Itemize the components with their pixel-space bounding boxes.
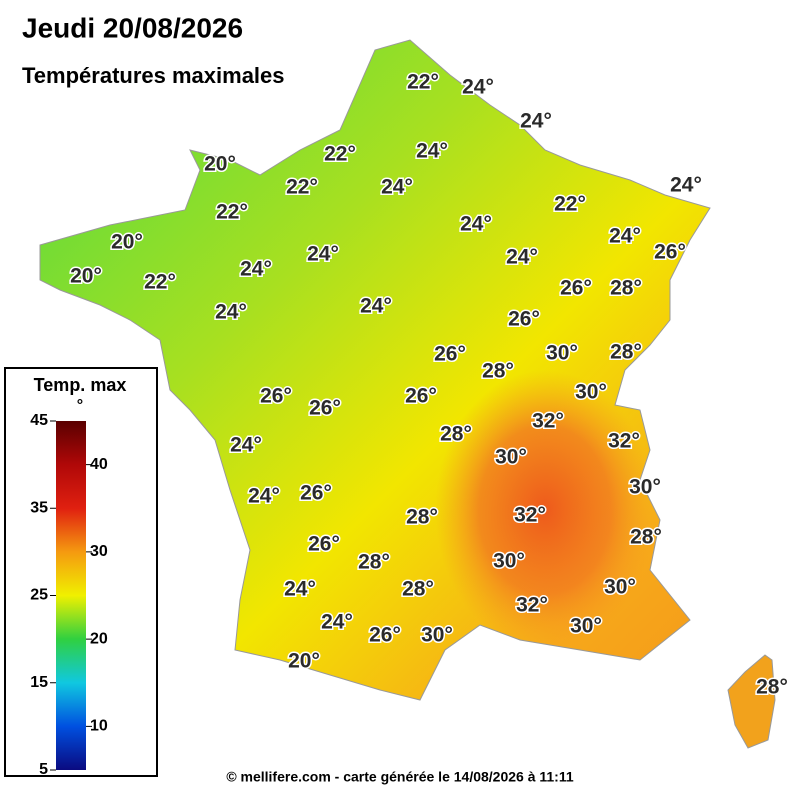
temp-label: 32° [514, 504, 546, 527]
legend: Temp. max ° 45 35 25 15 5 40 30 20 10 [4, 367, 158, 778]
temp-label: 28° [482, 360, 514, 383]
tick-label: 25 [30, 587, 48, 604]
temp-label: 24° [460, 213, 492, 236]
corsica [727, 654, 776, 749]
tick-label: 5 [39, 761, 48, 778]
temp-label: 24° [670, 174, 702, 197]
temp-label: 22° [144, 271, 176, 294]
temp-label: 26° [560, 277, 592, 300]
temp-label: 28° [756, 676, 788, 699]
temp-label: 24° [462, 76, 494, 99]
temp-label: 22° [407, 71, 439, 94]
temp-label: 20° [204, 153, 236, 176]
temp-label: 20° [111, 231, 143, 254]
temp-label: 30° [421, 624, 453, 647]
temp-label: 26° [369, 624, 401, 647]
temp-label: 24° [360, 295, 392, 318]
temp-label: 28° [610, 341, 642, 364]
legend-title: Temp. max [34, 375, 127, 395]
temp-label: 24° [284, 578, 316, 601]
temp-label: 26° [405, 385, 437, 408]
tick-label: 40 [90, 456, 108, 473]
tick-label: 10 [90, 718, 108, 735]
temp-label: 22° [286, 176, 318, 199]
temp-label: 24° [230, 434, 262, 457]
temp-label: 24° [520, 110, 552, 133]
temp-label: 30° [575, 381, 607, 404]
temp-label: 22° [324, 143, 356, 166]
temp-label: 30° [493, 550, 525, 573]
temp-label: 24° [506, 246, 538, 269]
tick-label: 30 [90, 543, 108, 560]
temp-label: 30° [604, 576, 636, 599]
temp-label: 28° [440, 423, 472, 446]
temp-label: 28° [358, 551, 390, 574]
title: Jeudi 20/08/2026 [22, 12, 243, 43]
subtitle: Températures maximales [22, 63, 285, 88]
temp-label: 24° [307, 243, 339, 266]
legend-unit: ° [77, 397, 83, 414]
temp-label: 32° [516, 594, 548, 617]
temp-label: 26° [508, 308, 540, 331]
temp-label: 22° [216, 201, 248, 224]
temp-label: 24° [215, 301, 247, 324]
temp-label: 26° [654, 241, 686, 264]
temp-label: 26° [309, 397, 341, 420]
tick-label: 35 [30, 499, 48, 516]
temp-label: 32° [532, 410, 564, 433]
temp-label: 28° [610, 277, 642, 300]
temp-label: 24° [248, 485, 280, 508]
temp-label: 20° [288, 650, 320, 673]
temp-label: 30° [629, 476, 661, 499]
temp-label: 30° [495, 446, 527, 469]
temp-label: 24° [381, 176, 413, 199]
tick-label: 20 [90, 630, 108, 647]
temp-label: 20° [70, 265, 102, 288]
temp-label: 24° [609, 225, 641, 248]
temp-label: 22° [554, 193, 586, 216]
tick-label: 45 [30, 412, 48, 429]
temp-label: 24° [240, 258, 272, 281]
tick-label: 15 [30, 674, 48, 691]
temp-label: 26° [308, 533, 340, 556]
temp-label: 32° [608, 430, 640, 453]
temp-label: 26° [300, 482, 332, 505]
temp-label: 26° [260, 385, 292, 408]
temp-label: 28° [630, 526, 662, 549]
temp-label: 30° [546, 342, 578, 365]
temp-label: 28° [406, 506, 438, 529]
temp-label: 24° [321, 611, 353, 634]
temp-label: 30° [570, 615, 602, 638]
credit: © mellifere.com - carte générée le 14/08… [226, 769, 574, 785]
temp-label: 26° [434, 343, 466, 366]
temp-label: 28° [402, 578, 434, 601]
temp-label: 24° [416, 140, 448, 163]
